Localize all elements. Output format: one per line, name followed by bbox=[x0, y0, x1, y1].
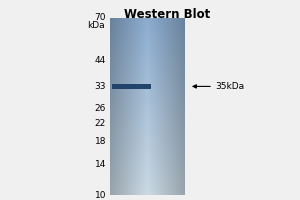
Text: 14: 14 bbox=[94, 160, 106, 169]
Text: 70: 70 bbox=[94, 14, 106, 22]
Text: Western Blot: Western Blot bbox=[124, 8, 211, 21]
Text: kDa: kDa bbox=[87, 21, 105, 30]
Bar bbox=[112, 84, 151, 89]
Text: 35kDa: 35kDa bbox=[215, 82, 244, 91]
Text: 33: 33 bbox=[94, 82, 106, 91]
Text: 44: 44 bbox=[95, 56, 106, 65]
Text: 10: 10 bbox=[94, 190, 106, 200]
Text: 26: 26 bbox=[94, 104, 106, 113]
Text: 22: 22 bbox=[95, 119, 106, 128]
Text: 18: 18 bbox=[94, 137, 106, 146]
